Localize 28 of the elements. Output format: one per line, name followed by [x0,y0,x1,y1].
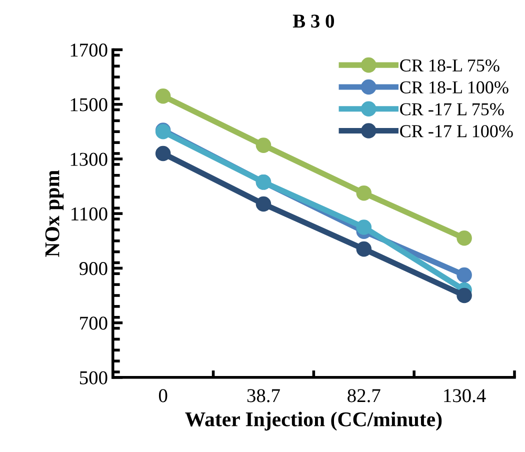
point [356,220,372,235]
point [256,138,272,153]
legend-label: CR 18-L 75% [400,59,500,72]
point [256,196,272,212]
y-tick-label: 500 [80,371,108,384]
point [456,288,472,304]
x-tick-label: 0 [158,389,168,402]
y-tick-label: 900 [79,262,108,276]
point [155,146,171,162]
y-tick-label: 1700 [70,44,108,57]
legend-label: CR -17 L 75% [400,103,504,116]
point [356,241,372,257]
x-tick-label: 130.4 [444,389,486,402]
y-axis-title: NOx ppm [45,170,64,257]
point [456,230,472,246]
y-tick-label: 700 [80,316,108,330]
point [155,88,171,104]
x-tick-label: 38.7 [247,389,280,402]
point [356,185,372,201]
x-axis-title: Water Injection (CC/minute) [185,412,442,431]
y-tick-label: 1100 [72,207,108,221]
y-tick-label: 1500 [70,98,108,112]
legend-label: CR 18-L 100% [400,81,508,94]
chart-title: B 3 0 [292,14,334,28]
y-tick-label: 1300 [70,152,108,166]
x-tick-label: 82.7 [348,389,380,402]
point [456,267,472,283]
legend-label: CR -17 L 100% [400,125,513,138]
